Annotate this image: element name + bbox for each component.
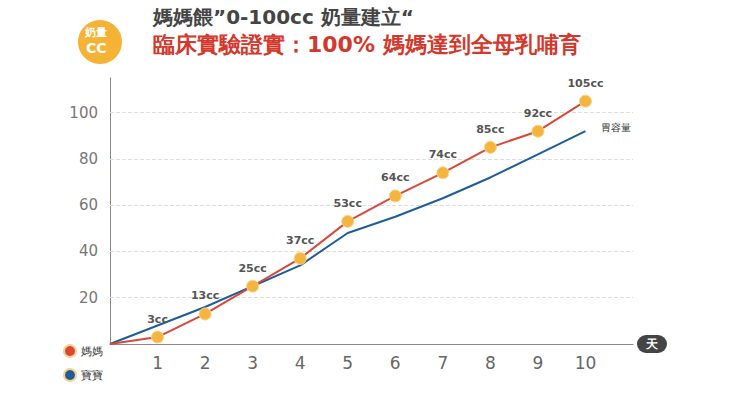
svg-text:天: 天 xyxy=(645,337,659,351)
svg-text:74cc: 74cc xyxy=(429,148,457,161)
svg-text:10: 10 xyxy=(575,353,597,373)
svg-text:寶寶: 寶寶 xyxy=(81,369,103,382)
svg-text:92cc: 92cc xyxy=(524,107,552,120)
svg-text:80: 80 xyxy=(79,150,98,168)
svg-text:1: 1 xyxy=(152,353,163,373)
svg-text:20: 20 xyxy=(79,289,98,307)
svg-text:8: 8 xyxy=(485,353,496,373)
svg-text:100: 100 xyxy=(69,104,98,122)
svg-text:85cc: 85cc xyxy=(476,123,504,136)
svg-text:胃容量: 胃容量 xyxy=(601,122,631,133)
svg-text:6: 6 xyxy=(390,353,401,373)
svg-text:7: 7 xyxy=(437,353,448,373)
svg-text:CC: CC xyxy=(86,40,107,56)
svg-text:3: 3 xyxy=(247,353,258,373)
svg-text:64cc: 64cc xyxy=(381,171,409,184)
svg-text:25cc: 25cc xyxy=(238,262,266,275)
svg-text:臨床實驗證實：100% 媽媽達到全母乳哺育: 臨床實驗證實：100% 媽媽達到全母乳哺育 xyxy=(153,32,581,57)
svg-text:105cc: 105cc xyxy=(567,77,603,90)
svg-text:奶量: 奶量 xyxy=(84,26,107,39)
svg-text:53cc: 53cc xyxy=(334,197,362,210)
svg-text:媽媽餵”0-100cc 奶量建立“: 媽媽餵”0-100cc 奶量建立“ xyxy=(152,5,414,29)
svg-text:60: 60 xyxy=(79,196,98,214)
svg-text:9: 9 xyxy=(532,353,543,373)
svg-text:13cc: 13cc xyxy=(191,289,219,302)
svg-text:2: 2 xyxy=(200,353,211,373)
svg-text:3cc: 3cc xyxy=(147,313,168,326)
svg-text:4: 4 xyxy=(295,353,306,373)
svg-text:媽媽: 媽媽 xyxy=(81,345,103,358)
svg-text:5: 5 xyxy=(342,353,353,373)
svg-text:37cc: 37cc xyxy=(286,234,314,247)
svg-text:40: 40 xyxy=(79,242,98,260)
